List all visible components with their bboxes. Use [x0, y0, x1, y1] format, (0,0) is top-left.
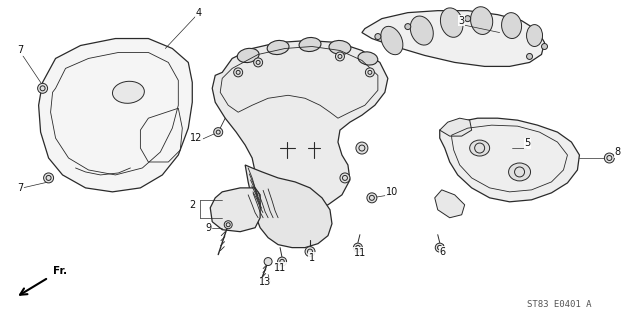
Text: 12: 12 — [190, 133, 203, 143]
Text: 3: 3 — [459, 16, 465, 26]
Ellipse shape — [471, 7, 493, 35]
Text: ST83 E0401 A: ST83 E0401 A — [527, 300, 592, 309]
Text: 2: 2 — [189, 200, 196, 210]
Circle shape — [38, 83, 48, 93]
Circle shape — [264, 258, 272, 266]
Text: 11: 11 — [354, 248, 366, 258]
Circle shape — [356, 142, 368, 154]
Circle shape — [336, 52, 345, 61]
Ellipse shape — [299, 37, 321, 52]
Circle shape — [527, 53, 533, 60]
Circle shape — [224, 221, 233, 229]
Circle shape — [234, 68, 243, 77]
Ellipse shape — [501, 13, 522, 38]
Text: 5: 5 — [524, 138, 531, 148]
Ellipse shape — [267, 40, 289, 54]
Ellipse shape — [440, 8, 463, 37]
Circle shape — [278, 257, 287, 266]
Text: 10: 10 — [386, 187, 398, 197]
Text: 7: 7 — [18, 45, 24, 55]
Circle shape — [366, 68, 375, 77]
Ellipse shape — [410, 16, 433, 45]
Ellipse shape — [237, 48, 259, 63]
Polygon shape — [434, 190, 464, 218]
Circle shape — [605, 153, 614, 163]
Text: Fr.: Fr. — [53, 266, 67, 276]
Polygon shape — [39, 38, 192, 192]
Text: 4: 4 — [195, 8, 201, 18]
Text: 1: 1 — [309, 252, 315, 263]
Circle shape — [375, 34, 381, 40]
Ellipse shape — [329, 41, 351, 54]
Polygon shape — [245, 165, 332, 248]
Ellipse shape — [508, 163, 531, 181]
Circle shape — [214, 128, 223, 137]
Polygon shape — [210, 188, 260, 232]
Ellipse shape — [358, 52, 378, 65]
Polygon shape — [362, 11, 545, 67]
Circle shape — [435, 243, 444, 252]
Circle shape — [254, 58, 262, 67]
Polygon shape — [440, 118, 580, 202]
Polygon shape — [212, 41, 388, 210]
Circle shape — [367, 193, 377, 203]
Polygon shape — [440, 118, 471, 136]
Ellipse shape — [113, 81, 145, 103]
Circle shape — [305, 247, 315, 257]
Circle shape — [541, 44, 547, 50]
Text: 8: 8 — [614, 147, 620, 157]
Text: 6: 6 — [440, 247, 446, 257]
Text: 13: 13 — [259, 277, 271, 287]
Circle shape — [404, 24, 411, 29]
Text: 7: 7 — [18, 183, 24, 193]
Circle shape — [354, 243, 362, 252]
Ellipse shape — [381, 26, 403, 55]
Circle shape — [340, 173, 350, 183]
Text: 11: 11 — [274, 262, 286, 273]
Text: 9: 9 — [205, 223, 211, 233]
Ellipse shape — [469, 140, 490, 156]
Ellipse shape — [527, 25, 543, 46]
Circle shape — [43, 173, 54, 183]
Circle shape — [464, 16, 471, 22]
